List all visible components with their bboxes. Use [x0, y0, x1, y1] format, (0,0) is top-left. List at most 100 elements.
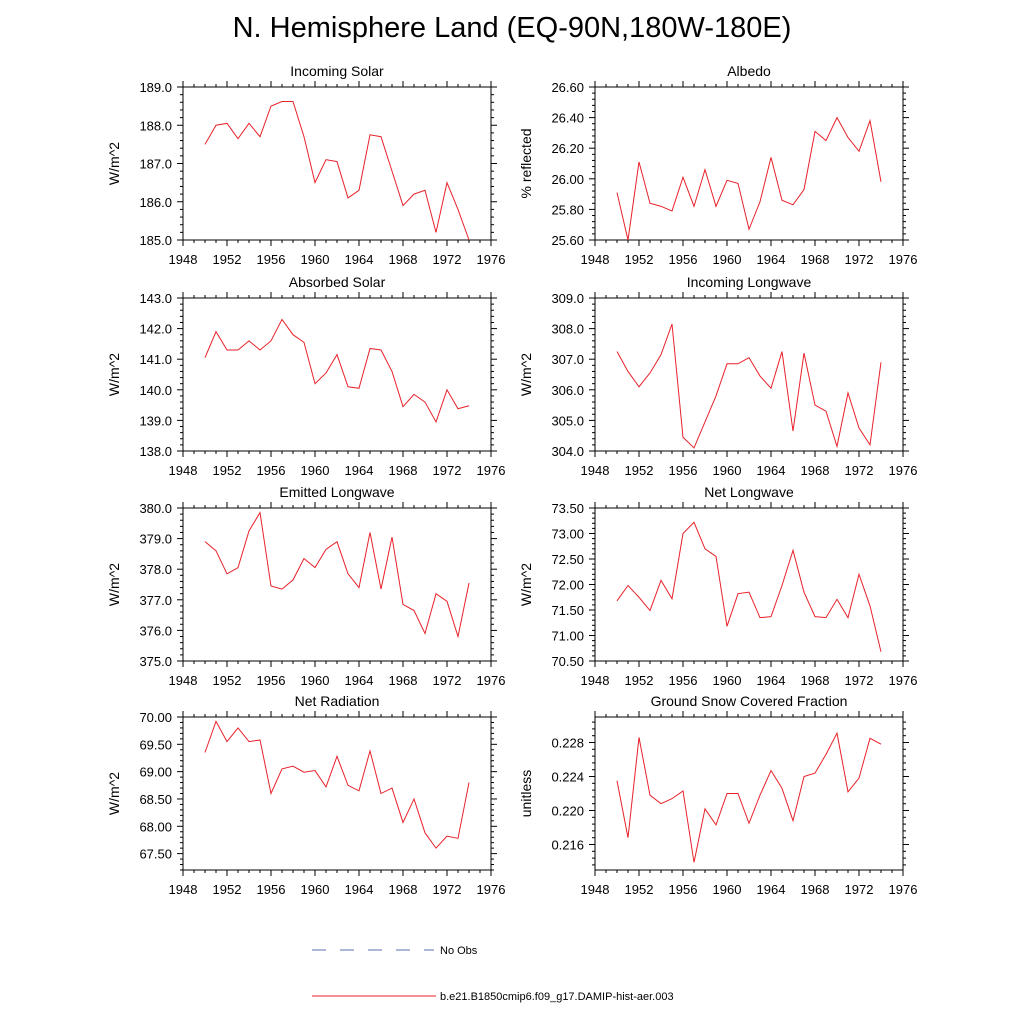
y-axis-label: W/m^2: [518, 353, 534, 396]
x-tick-label: 1948: [169, 882, 198, 897]
y-axis-label: W/m^2: [106, 563, 122, 606]
y-tick-label: 309.0: [551, 291, 584, 306]
x-tick-label: 1968: [801, 673, 830, 688]
y-tick-label: 380.0: [139, 501, 172, 516]
y-tick-label: 188.0: [139, 118, 172, 133]
x-tick-label: 1960: [713, 252, 742, 267]
figure-title: N. Hemisphere Land (EQ-90N,180W-180E): [232, 12, 792, 44]
y-tick-label: 25.60: [551, 233, 584, 248]
y-tick-label: 139.0: [139, 413, 172, 428]
y-tick-label: 73.00: [551, 527, 584, 542]
x-tick-label: 1952: [213, 252, 242, 267]
y-tick-label: 138.0: [139, 444, 172, 459]
x-tick-label: 1972: [433, 252, 462, 267]
x-tick-label: 1956: [257, 252, 286, 267]
chart-panel-3: Incoming Longwave W/m^2 1948 1952 1956 1960 19…: [518, 274, 917, 478]
x-tick-label: 1968: [389, 673, 418, 688]
x-tick-label: 1972: [845, 882, 874, 897]
legend-model-label: b.e21.B1850cmip6.f09_g17.DAMIP-hist-aer.…: [440, 991, 674, 1003]
x-tick-label: 1952: [213, 673, 242, 688]
x-tick-label: 1956: [257, 882, 286, 897]
y-tick-label: 189.0: [139, 80, 172, 95]
series-line-model: [616, 521, 882, 652]
y-tick-label: 308.0: [551, 322, 584, 337]
y-tick-label: 69.00: [139, 765, 172, 780]
x-tick-label: 1956: [669, 463, 698, 478]
legend-obs-label: No Obs: [440, 945, 478, 957]
y-tick-label: 0.228: [551, 736, 584, 751]
series-line-model: [204, 318, 470, 424]
x-tick-label: 1956: [669, 252, 698, 267]
x-tick-label: 1964: [757, 882, 786, 897]
y-tick-label: 142.0: [139, 322, 172, 337]
x-tick-label: 1952: [625, 673, 654, 688]
x-tick-label: 1948: [169, 252, 198, 267]
x-tick-label: 1960: [713, 463, 742, 478]
y-tick-label: 307.0: [551, 352, 584, 367]
y-tick-label: 71.50: [551, 603, 584, 618]
y-axis-label: unitless: [518, 770, 534, 817]
x-tick-label: 1948: [581, 882, 610, 897]
y-tick-label: 140.0: [139, 383, 172, 398]
y-tick-label: 378.0: [139, 562, 172, 577]
x-tick-label: 1960: [301, 463, 330, 478]
x-tick-label: 1964: [757, 673, 786, 688]
x-tick-label: 1960: [713, 882, 742, 897]
series-line-model: [204, 511, 470, 639]
x-tick-label: 1952: [625, 463, 654, 478]
y-tick-label: 72.00: [551, 578, 584, 593]
y-axis-label: W/m^2: [106, 353, 122, 396]
panel-title: Albedo: [727, 63, 771, 79]
panel-title: Incoming Longwave: [687, 274, 812, 290]
y-tick-label: 187.0: [139, 157, 172, 172]
x-tick-label: 1960: [713, 673, 742, 688]
x-tick-label: 1956: [257, 463, 286, 478]
x-tick-label: 1976: [477, 882, 506, 897]
y-tick-label: 26.60: [551, 80, 584, 95]
y-tick-label: 70.00: [139, 710, 172, 725]
y-tick-label: 0.216: [551, 838, 584, 853]
x-tick-label: 1952: [625, 252, 654, 267]
y-tick-label: 26.20: [551, 141, 584, 156]
chart-panel-5: Net Longwave W/m^2 1948 1952 1956 1960 1964 196…: [518, 484, 917, 688]
x-tick-label: 1968: [801, 463, 830, 478]
x-tick-label: 1956: [257, 673, 286, 688]
y-tick-label: 71.00: [551, 629, 584, 644]
x-tick-label: 1976: [889, 252, 918, 267]
y-tick-label: 379.0: [139, 532, 172, 547]
chart-panel-0: Incoming Solar W/m^2 1948 1952 1956 1960 1964 1…: [106, 63, 505, 267]
y-tick-label: 376.0: [139, 623, 172, 638]
x-tick-label: 1976: [889, 463, 918, 478]
series-line-model: [204, 720, 470, 849]
y-tick-label: 67.50: [139, 847, 172, 862]
x-tick-label: 1968: [389, 252, 418, 267]
x-tick-label: 1952: [213, 463, 242, 478]
x-tick-label: 1964: [345, 463, 374, 478]
series-line-model: [616, 116, 882, 241]
y-tick-label: 0.224: [551, 770, 584, 785]
y-tick-label: 306.0: [551, 383, 584, 398]
x-tick-label: 1948: [581, 252, 610, 267]
y-tick-label: 0.220: [551, 804, 584, 819]
x-tick-label: 1960: [301, 252, 330, 267]
y-tick-label: 69.50: [139, 737, 172, 752]
chart-panel-4: Emitted Longwave W/m^2 1948 1952 1956 1960 196…: [106, 484, 505, 688]
y-tick-label: 73.50: [551, 501, 584, 516]
x-tick-label: 1964: [345, 252, 374, 267]
series-line-model: [204, 101, 470, 241]
y-tick-label: 72.50: [551, 552, 584, 567]
x-tick-label: 1972: [433, 882, 462, 897]
x-tick-label: 1968: [801, 252, 830, 267]
x-tick-label: 1972: [433, 463, 462, 478]
y-tick-label: 377.0: [139, 593, 172, 608]
x-tick-label: 1948: [581, 463, 610, 478]
panel-title: Net Radiation: [295, 693, 380, 709]
x-tick-label: 1972: [845, 463, 874, 478]
y-tick-label: 68.00: [139, 819, 172, 834]
x-tick-label: 1976: [889, 673, 918, 688]
panel-title: Ground Snow Covered Fraction: [651, 693, 848, 709]
chart-panel-2: Absorbed Solar W/m^2 1948 1952 1956 1960 1964 1…: [106, 274, 505, 478]
